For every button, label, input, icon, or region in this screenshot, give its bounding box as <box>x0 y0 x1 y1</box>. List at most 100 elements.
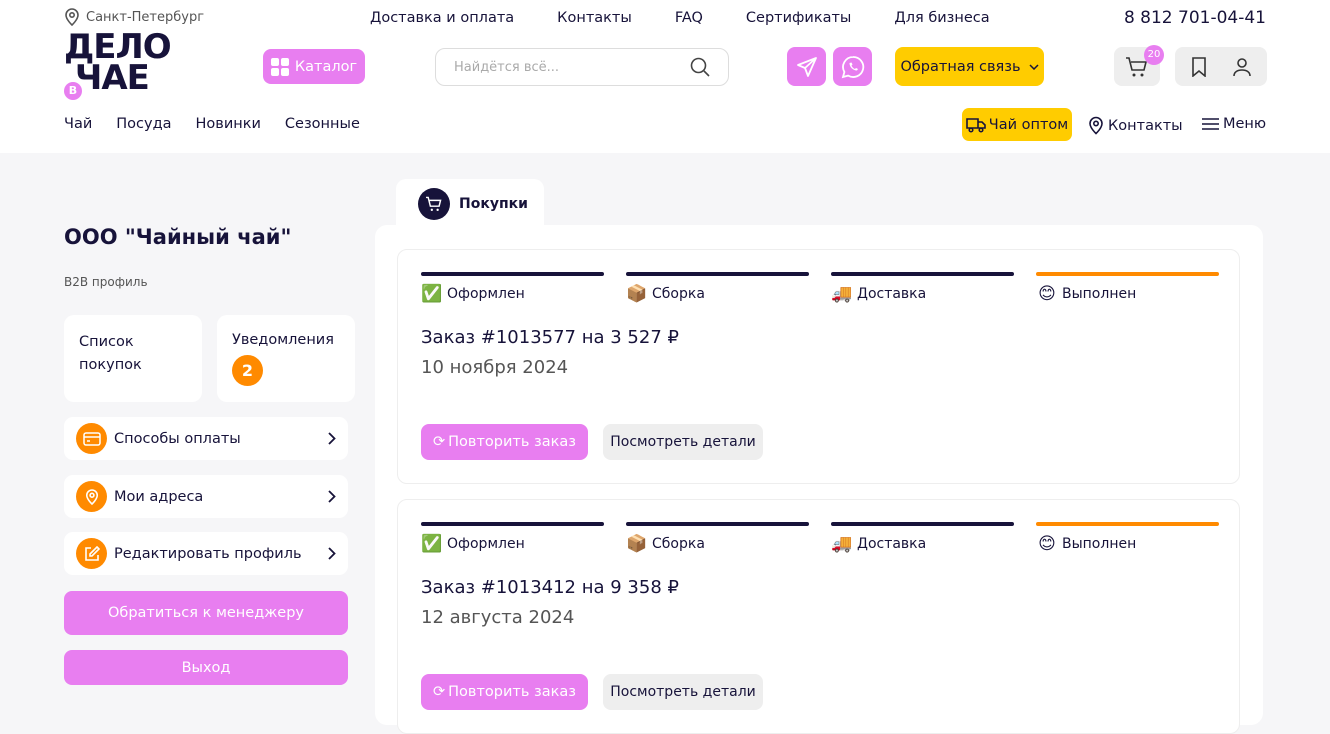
search-placeholder: Найдётся всё... <box>454 59 560 75</box>
truck-icon <box>965 117 986 133</box>
logout-button[interactable]: Выход <box>64 650 348 685</box>
search-input[interactable]: Найдётся всё... <box>435 48 729 86</box>
whatsapp-button[interactable] <box>833 47 872 86</box>
location-icon <box>76 481 107 512</box>
card-icon <box>76 423 107 454</box>
order-progress: ✅ Оформлен 📦 Сборка 🚚 Доставка 😊 Выполнен <box>421 272 1219 304</box>
repeat-order-button[interactable]: ⟳ Повторить заказ <box>421 424 588 460</box>
step-placed: ✅ Оформлен <box>421 522 604 554</box>
sidebar-item-payment[interactable]: Способы оплаты <box>64 417 348 460</box>
shopping-list-tile[interactable]: Список покупок <box>64 315 202 402</box>
step-completed: 😊 Выполнен <box>1036 522 1219 554</box>
company-name: ООО "Чайный чай" <box>64 225 292 249</box>
nav-certificates[interactable]: Сертификаты <box>745 10 852 26</box>
nav-new[interactable]: Новинки <box>195 116 261 132</box>
order-progress: ✅ Оформлен 📦 Сборка 🚚 Доставка 😊 Выполнен <box>421 522 1219 554</box>
step-assembly: 📦 Сборка <box>626 272 809 304</box>
catalog-button[interactable]: Каталог <box>263 49 365 84</box>
contacts-label: Контакты <box>1108 117 1183 134</box>
repeat-order-button[interactable]: ⟳ Повторить заказ <box>421 674 588 710</box>
step-label: Выполнен <box>1062 286 1137 302</box>
step-completed: 😊 Выполнен <box>1036 272 1219 304</box>
user-icon[interactable] <box>1233 57 1251 77</box>
notifications-tile[interactable]: Уведомления 2 <box>217 315 355 402</box>
bookmark-icon[interactable] <box>1191 56 1207 77</box>
order-date: 10 ноября 2024 <box>421 357 569 378</box>
step-label: Доставка <box>857 536 927 552</box>
catalog-label: Каталог <box>294 58 358 75</box>
smile-icon: 😊 <box>1038 534 1056 554</box>
city-label: Санкт-Петербург <box>86 9 205 25</box>
hamburger-icon <box>1202 118 1219 130</box>
repeat-label: Повторить заказ <box>448 684 576 700</box>
search-icon[interactable] <box>690 57 710 77</box>
menu-label: Меню <box>1223 116 1267 132</box>
profile-type: B2B профиль <box>64 275 148 289</box>
sidebar-item-label: Способы оплаты <box>114 430 241 447</box>
refresh-icon: ⟳ <box>433 684 446 700</box>
cart-count-badge: 20 <box>1144 45 1164 65</box>
sidebar-item-label: Редактировать профиль <box>114 545 302 562</box>
top-nav: Доставка и оплата Контакты FAQ Сертифика… <box>370 10 990 26</box>
nav-seasonal[interactable]: Сезонные <box>284 116 360 132</box>
whatsapp-icon <box>841 55 864 78</box>
refresh-icon: ⟳ <box>433 434 446 450</box>
nav-dishes[interactable]: Посуда <box>116 116 172 132</box>
tab-purchases[interactable]: Покупки <box>396 179 544 229</box>
order-card: ✅ Оформлен 📦 Сборка 🚚 Доставка 😊 Выполнен За… <box>397 249 1240 484</box>
truck-icon: 🚚 <box>831 534 853 554</box>
chevron-right-icon <box>328 490 336 503</box>
repeat-label: Повторить заказ <box>448 434 576 450</box>
city-selector[interactable]: Санкт-Петербург <box>64 8 204 26</box>
step-label: Сборка <box>652 286 705 302</box>
step-delivery: 🚚 Доставка <box>831 272 1014 304</box>
view-details-button[interactable]: Посмотреть детали <box>603 674 763 710</box>
cart-icon <box>1126 56 1148 76</box>
step-placed: ✅ Оформлен <box>421 272 604 304</box>
nav-tea[interactable]: Чай <box>64 116 93 132</box>
step-label: Доставка <box>857 286 927 302</box>
sidebar-item-label: Мои адреса <box>114 488 204 505</box>
order-date: 12 августа 2024 <box>421 607 575 628</box>
boxes-icon: 📦 <box>626 534 648 554</box>
nav-business[interactable]: Для бизнеса <box>894 10 990 26</box>
smile-icon: 😊 <box>1038 284 1056 304</box>
notifications-label: Уведомления <box>232 332 334 348</box>
tab-label: Покупки <box>459 196 528 212</box>
step-delivery: 🚚 Доставка <box>831 522 1014 554</box>
cart-button[interactable]: 20 <box>1114 45 1164 86</box>
wholesale-button[interactable]: Чай оптом <box>962 108 1072 141</box>
order-card: ✅ Оформлен 📦 Сборка 🚚 Доставка 😊 Выполнен За… <box>397 499 1240 734</box>
phone-number[interactable]: 8 812 701-04-41 <box>1123 8 1266 28</box>
feedback-label: Обратная связь <box>900 58 1021 75</box>
logo[interactable]: ДЕЛО ЧАЕ B <box>64 27 172 100</box>
chevron-right-icon <box>328 547 336 560</box>
feedback-dropdown[interactable]: Обратная связь <box>895 47 1044 86</box>
placed-icon: ✅ <box>421 534 443 554</box>
telegram-button[interactable] <box>787 47 826 86</box>
location-icon <box>1089 116 1103 135</box>
edit-icon <box>76 538 107 569</box>
wholesale-label: Чай оптом <box>988 116 1069 133</box>
boxes-icon: 📦 <box>626 284 648 304</box>
notifications-count-badge: 2 <box>232 355 263 386</box>
shopping-list-label: Список покупок <box>79 334 142 373</box>
view-details-button[interactable]: Посмотреть детали <box>603 424 763 460</box>
truck-icon: 🚚 <box>831 284 853 304</box>
step-label: Сборка <box>652 536 705 552</box>
sidebar-item-addresses[interactable]: Мои адреса <box>64 475 348 518</box>
step-label: Выполнен <box>1062 536 1137 552</box>
menu-button[interactable]: Меню <box>1202 116 1266 132</box>
nav-contacts[interactable]: Контакты <box>557 10 632 26</box>
chevron-down-icon <box>1029 63 1039 70</box>
nav-delivery[interactable]: Доставка и оплата <box>370 10 515 26</box>
step-label: Оформлен <box>447 286 525 302</box>
nav-faq[interactable]: FAQ <box>674 10 703 26</box>
step-label: Оформлен <box>447 536 525 552</box>
step-assembly: 📦 Сборка <box>626 522 809 554</box>
contact-manager-button[interactable]: Обратиться к менеджеру <box>64 591 348 635</box>
user-actions <box>1175 47 1267 86</box>
order-title: Заказ #1013577 на 3 527 ₽ <box>421 327 679 348</box>
contacts-link[interactable]: Контакты <box>1088 116 1183 135</box>
sidebar-item-edit-profile[interactable]: Редактировать профиль <box>64 532 348 575</box>
